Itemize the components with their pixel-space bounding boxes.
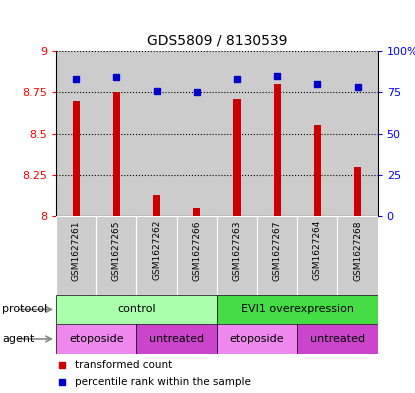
Text: GSM1627263: GSM1627263 bbox=[232, 220, 242, 281]
Bar bbox=[56, 324, 137, 354]
Bar bbox=[56, 295, 217, 324]
Text: untreated: untreated bbox=[149, 334, 204, 344]
Bar bbox=[297, 51, 337, 216]
Bar bbox=[96, 51, 137, 216]
Text: GSM1627268: GSM1627268 bbox=[353, 220, 362, 281]
Bar bbox=[337, 216, 378, 295]
Bar bbox=[113, 92, 120, 216]
Bar bbox=[257, 51, 297, 216]
Bar bbox=[56, 51, 96, 216]
Bar bbox=[297, 216, 337, 295]
Text: control: control bbox=[117, 305, 156, 314]
Text: etoposide: etoposide bbox=[230, 334, 284, 344]
Bar bbox=[137, 216, 177, 295]
Title: GDS5809 / 8130539: GDS5809 / 8130539 bbox=[146, 33, 287, 47]
Text: GSM1627264: GSM1627264 bbox=[313, 220, 322, 281]
Bar bbox=[314, 125, 321, 216]
Bar bbox=[337, 51, 378, 216]
Bar bbox=[56, 216, 96, 295]
Bar bbox=[137, 51, 177, 216]
Text: agent: agent bbox=[2, 334, 34, 344]
Text: EVI1 overexpression: EVI1 overexpression bbox=[241, 305, 354, 314]
Bar bbox=[273, 84, 281, 216]
Text: GSM1627267: GSM1627267 bbox=[273, 220, 282, 281]
Bar bbox=[96, 216, 137, 295]
Text: GSM1627261: GSM1627261 bbox=[72, 220, 81, 281]
Bar bbox=[233, 99, 241, 216]
Bar bbox=[297, 324, 378, 354]
Text: GSM1627262: GSM1627262 bbox=[152, 220, 161, 281]
Text: untreated: untreated bbox=[310, 334, 365, 344]
Bar bbox=[73, 101, 80, 216]
Text: protocol: protocol bbox=[2, 305, 47, 314]
Text: GSM1627266: GSM1627266 bbox=[192, 220, 201, 281]
Bar bbox=[153, 195, 160, 216]
Bar bbox=[177, 216, 217, 295]
Bar bbox=[354, 167, 361, 216]
Bar bbox=[217, 324, 297, 354]
Text: GSM1627265: GSM1627265 bbox=[112, 220, 121, 281]
Bar bbox=[177, 51, 217, 216]
Bar bbox=[217, 295, 378, 324]
Bar bbox=[193, 208, 200, 216]
Bar bbox=[217, 216, 257, 295]
Text: percentile rank within the sample: percentile rank within the sample bbox=[76, 377, 251, 387]
Bar bbox=[217, 51, 257, 216]
Text: transformed count: transformed count bbox=[76, 360, 173, 370]
Text: etoposide: etoposide bbox=[69, 334, 124, 344]
Bar bbox=[137, 324, 217, 354]
Bar bbox=[257, 216, 297, 295]
